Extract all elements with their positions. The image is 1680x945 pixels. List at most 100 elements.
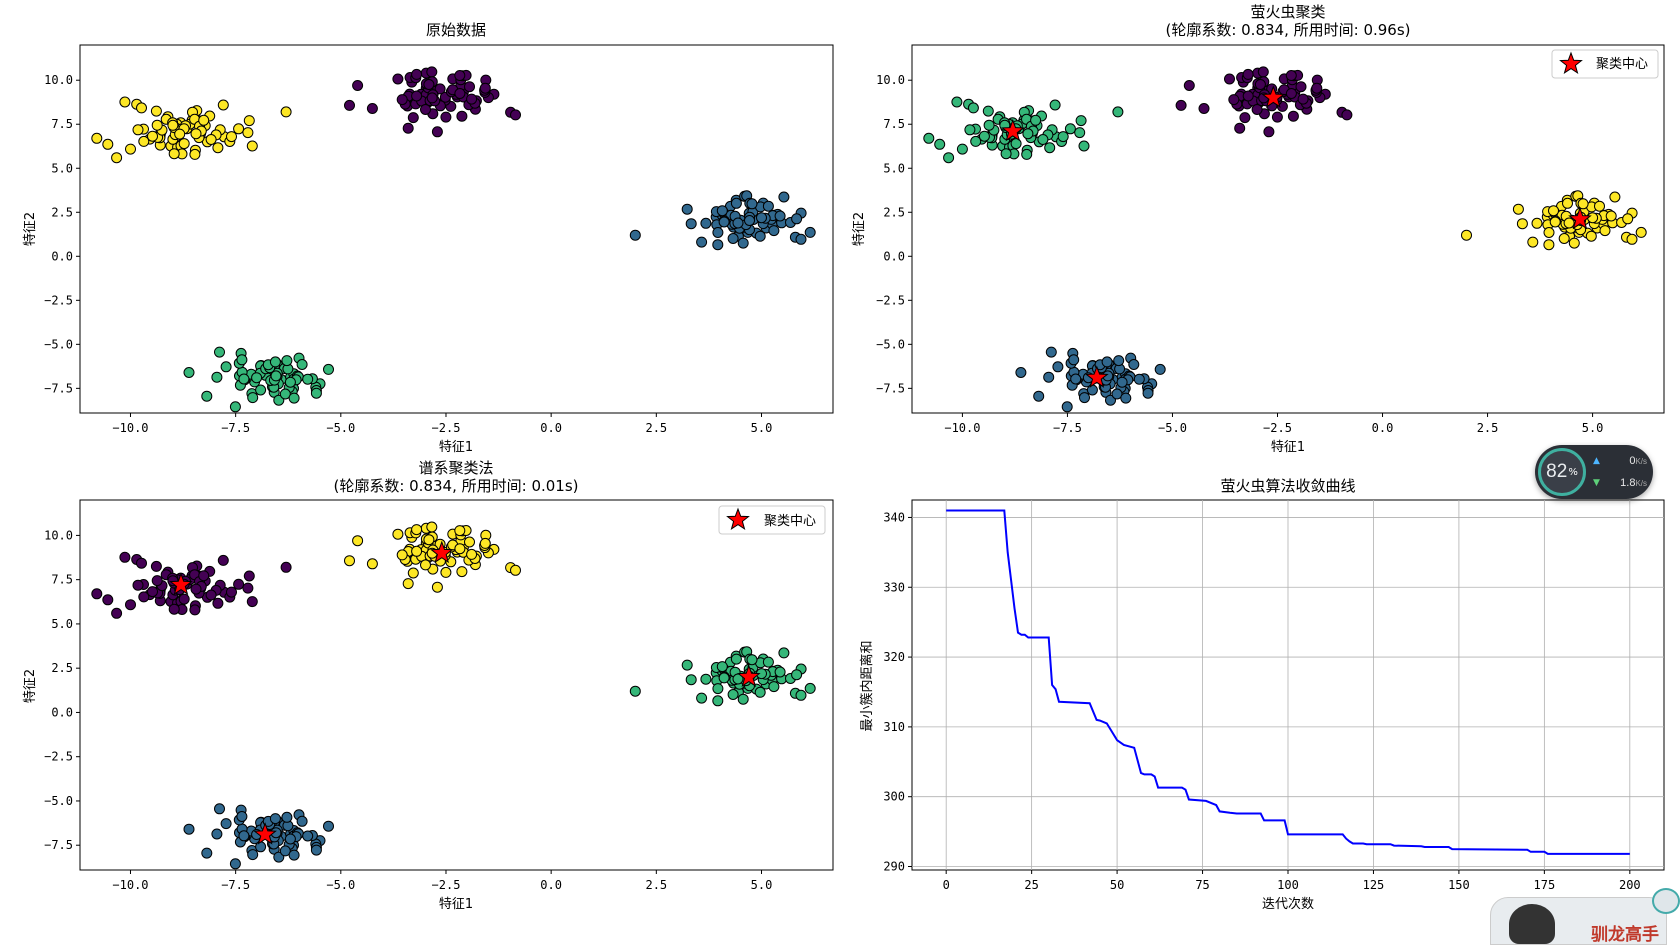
- scatter-point: [1257, 66, 1269, 78]
- download-arrow-icon: ▼: [1593, 478, 1600, 488]
- scatter-point: [1295, 81, 1307, 93]
- scatter-point: [220, 818, 232, 830]
- scatter-point: [168, 148, 180, 160]
- scatter-point: [716, 205, 728, 217]
- y-tick-label: 10.0: [44, 528, 73, 542]
- y-tick-label: −7.5: [44, 838, 73, 852]
- x-tick-label: −5.0: [326, 878, 355, 892]
- legend-star-icon: [726, 507, 750, 531]
- scatter-point: [440, 111, 452, 123]
- y-tick-label: −7.5: [876, 381, 905, 395]
- scatter-point: [456, 110, 468, 122]
- scatter-point: [198, 114, 210, 126]
- x-tick-label: 125: [1363, 878, 1385, 892]
- x-axis-label: 迭代次数: [1262, 896, 1314, 912]
- y-tick-label: −7.5: [44, 381, 73, 395]
- x-tick-label: 0: [943, 878, 950, 892]
- y-tick-label: −2.5: [876, 293, 905, 307]
- scatter-point: [1548, 205, 1559, 217]
- scatter-point: [754, 230, 766, 242]
- scatter-point: [1568, 237, 1580, 249]
- cluster-center-markers: [169, 540, 761, 845]
- scatter-point: [1175, 99, 1187, 111]
- scatter-point: [727, 233, 739, 244]
- legend-box: [718, 505, 826, 535]
- scatter-point: [1287, 110, 1299, 122]
- mascot-widget[interactable]: 驯龙高手: [1490, 897, 1667, 945]
- scatter-point: [454, 543, 466, 555]
- scatter-point: [943, 152, 955, 164]
- dragon-avatar-icon: [1509, 904, 1555, 944]
- scatter-point: [982, 105, 994, 117]
- scatter-point: [119, 96, 131, 108]
- scatter-point: [284, 833, 296, 845]
- scatter-point: [466, 93, 478, 105]
- x-tick-label: 150: [1448, 878, 1470, 892]
- scatter-point: [1078, 140, 1090, 152]
- scatter-point: [454, 88, 466, 99]
- scatter-point: [246, 140, 258, 152]
- scatter-point: [167, 119, 179, 131]
- scatter-point: [700, 217, 712, 229]
- subplot-title: 原始数据: [426, 21, 486, 39]
- legend-star-icon: [1559, 51, 1583, 75]
- scatter-point: [1605, 210, 1617, 222]
- cluster-center-star: [1261, 85, 1286, 108]
- cluster-center-star: [737, 664, 761, 688]
- scatter-point: [1045, 346, 1057, 358]
- scatter-point: [136, 557, 147, 569]
- x-tick-label: 50: [1110, 878, 1124, 892]
- scatter-point: [111, 607, 123, 619]
- scatter-point: [220, 361, 232, 373]
- scatter-point: [246, 596, 258, 608]
- scatter-point: [1128, 359, 1140, 370]
- scatter-point: [344, 555, 355, 567]
- scatter-point: [288, 392, 300, 404]
- x-tick-label: −5.0: [1158, 421, 1187, 435]
- scatter-point: [464, 81, 475, 93]
- scatter-point: [280, 561, 292, 573]
- scatter-point: [236, 811, 248, 822]
- scatter-point: [685, 218, 697, 230]
- scatter-point: [420, 559, 431, 571]
- scatter-point: [1116, 376, 1128, 388]
- scatter-point: [1242, 68, 1254, 80]
- scatter-point: [1120, 392, 1132, 404]
- scatter-point: [243, 115, 255, 127]
- scatter-point: [1086, 384, 1098, 396]
- scatter-point: [91, 588, 103, 600]
- scatter-point: [1341, 109, 1353, 121]
- mascot-corner-icon[interactable]: [1652, 888, 1680, 914]
- cluster-center-star: [1568, 206, 1592, 230]
- scatter-point: [1030, 114, 1042, 126]
- x-axis-ticks: 0 25 50 75 100 125 150 175 200: [943, 870, 1641, 892]
- y-tick-label: 2.5: [883, 205, 905, 219]
- scatter-point: [431, 581, 443, 593]
- scatter-point: [1577, 198, 1589, 210]
- scatter-point: [125, 599, 136, 611]
- y-tick-label: 5.0: [51, 617, 73, 631]
- scatter-point: [754, 686, 766, 698]
- scatter-point: [198, 570, 210, 582]
- scatter-point: [456, 566, 468, 578]
- subplot-title: 萤火虫算法收敛曲线: [1220, 477, 1355, 495]
- network-speed-widget[interactable]: 82% ▲ 0K/s ▼ 1.8K/s: [1535, 445, 1653, 499]
- scatter-point: [411, 524, 423, 536]
- scatter-point: [762, 200, 774, 212]
- scatter-point: [1297, 93, 1309, 105]
- convergence-line: [946, 509, 1630, 855]
- scatter-point: [479, 537, 491, 549]
- scatter-point: [226, 586, 237, 598]
- legend-label: 聚类中心: [764, 514, 816, 529]
- scatter-point: [310, 387, 322, 399]
- scatter-point: [479, 82, 491, 94]
- x-axis-ticks: −10.0 −7.5 −5.0 −2.5 0.0 2.5 5.0: [112, 870, 772, 892]
- scatter-point: [1599, 225, 1611, 237]
- y-tick-label: 0.0: [51, 249, 73, 263]
- x-tick-label: 200: [1619, 878, 1641, 892]
- scatter-point: [281, 355, 293, 367]
- scatter-point: [983, 119, 995, 131]
- scatter-point: [510, 109, 521, 121]
- scatter-point: [1558, 233, 1570, 244]
- scatter-point: [681, 203, 693, 215]
